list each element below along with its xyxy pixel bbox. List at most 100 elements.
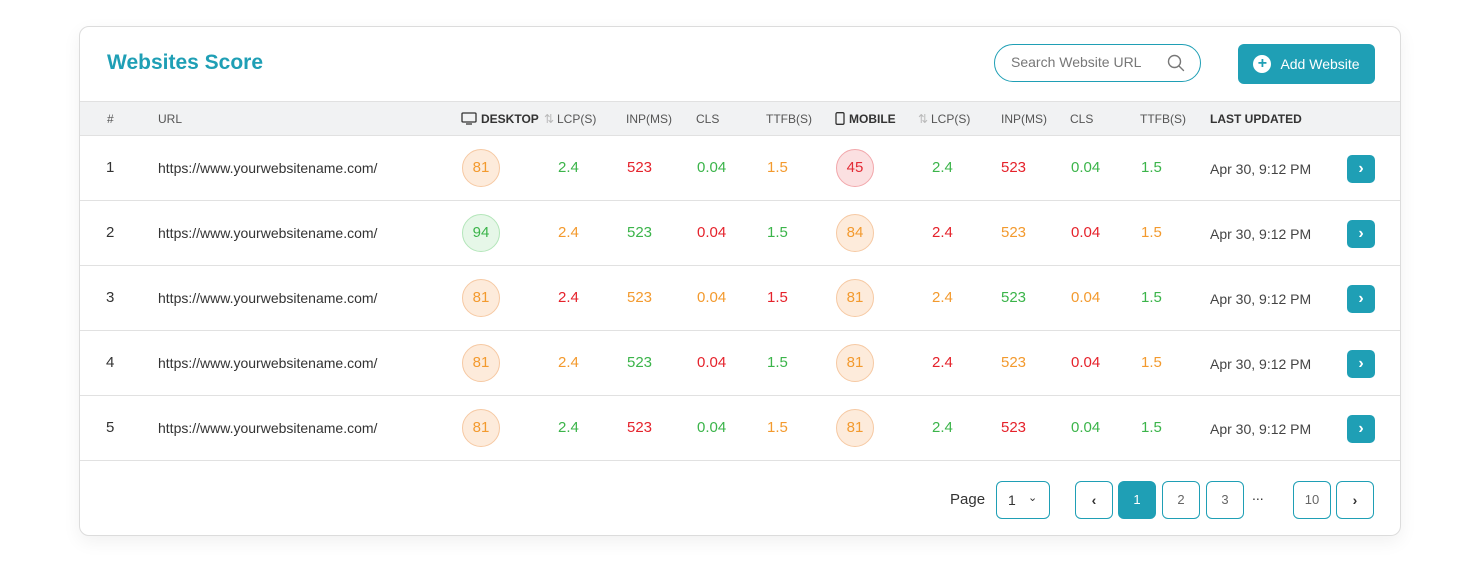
card-header: Websites Score + Add Website bbox=[80, 27, 1400, 101]
desktop-score-badge: 81 bbox=[462, 149, 500, 187]
mobile-ttfb: 1.5 bbox=[1141, 159, 1162, 176]
desktop-inp: 523 bbox=[627, 289, 653, 306]
mobile-score-badge: 81 bbox=[836, 409, 874, 447]
row-number: 5 bbox=[106, 419, 115, 436]
col-mobile-label: MOBILE bbox=[849, 112, 896, 126]
mobile-cls: 0.04 bbox=[1071, 159, 1101, 176]
desktop-inp: 523 bbox=[627, 224, 653, 241]
table-row[interactable]: 4 https://www.yourwebsitename.com/ 81 2.… bbox=[80, 331, 1400, 396]
col-mobile-inp: INP(MS) bbox=[1001, 112, 1047, 126]
search-icon[interactable] bbox=[1167, 54, 1185, 72]
row-number: 3 bbox=[106, 289, 115, 306]
last-updated: Apr 30, 9:12 PM bbox=[1210, 226, 1312, 242]
table-row[interactable]: 5 https://www.yourwebsitename.com/ 81 2.… bbox=[80, 396, 1400, 461]
sort-icon[interactable]: ⇅ bbox=[544, 112, 555, 126]
view-details-button[interactable]: › bbox=[1347, 285, 1375, 313]
mobile-lcp: 2.4 bbox=[932, 354, 953, 371]
mobile-ttfb: 1.5 bbox=[1141, 289, 1162, 306]
view-details-button[interactable]: › bbox=[1347, 415, 1375, 443]
table-row[interactable]: 3 https://www.yourwebsitename.com/ 81 2.… bbox=[80, 266, 1400, 331]
col-desktop-inp: INP(MS) bbox=[626, 112, 672, 126]
desktop-score-badge: 81 bbox=[462, 409, 500, 447]
plus-circle-icon: + bbox=[1253, 55, 1272, 73]
website-url: https://www.yourwebsitename.com/ bbox=[158, 225, 378, 241]
desktop-lcp: 2.4 bbox=[558, 419, 579, 436]
desktop-ttfb: 1.5 bbox=[767, 354, 788, 371]
desktop-cls: 0.04 bbox=[697, 159, 727, 176]
chevron-right-icon: › bbox=[1352, 492, 1358, 508]
desktop-inp: 523 bbox=[627, 159, 653, 176]
mobile-score-badge: 45 bbox=[836, 149, 874, 187]
last-updated: Apr 30, 9:12 PM bbox=[1210, 421, 1312, 437]
desktop-icon bbox=[461, 112, 477, 125]
desktop-inp: 523 bbox=[627, 354, 653, 371]
search-box[interactable] bbox=[994, 44, 1201, 82]
table-row[interactable]: 1 https://www.yourwebsitename.com/ 81 2.… bbox=[80, 136, 1400, 201]
desktop-lcp: 2.4 bbox=[558, 289, 579, 306]
chevron-down-icon: ⌄ bbox=[1028, 492, 1038, 504]
page-title: Websites Score bbox=[107, 51, 264, 74]
page-label: Page bbox=[950, 491, 986, 508]
mobile-inp: 523 bbox=[1001, 224, 1027, 241]
mobile-cls: 0.04 bbox=[1071, 419, 1101, 436]
add-website-label: Add Website bbox=[1280, 56, 1360, 72]
mobile-cls: 0.04 bbox=[1071, 354, 1101, 371]
desktop-cls: 0.04 bbox=[697, 224, 727, 241]
search-input[interactable] bbox=[1011, 54, 1161, 70]
col-desktop-lcp: LCP(S) bbox=[557, 112, 597, 126]
last-updated: Apr 30, 9:12 PM bbox=[1210, 161, 1312, 177]
websites-score-card: Websites Score + Add Website # URL DESKT… bbox=[79, 26, 1401, 536]
table-row[interactable]: 2 https://www.yourwebsitename.com/ 94 2.… bbox=[80, 201, 1400, 266]
desktop-ttfb: 1.5 bbox=[767, 419, 788, 436]
mobile-icon bbox=[835, 112, 845, 125]
page-select[interactable]: 1 ⌄ bbox=[996, 481, 1050, 519]
add-website-button[interactable]: + Add Website bbox=[1238, 44, 1375, 84]
mobile-cls: 0.04 bbox=[1071, 289, 1101, 306]
row-number: 1 bbox=[106, 159, 115, 176]
col-desktop[interactable]: DESKTOP bbox=[461, 112, 539, 126]
mobile-inp: 523 bbox=[1001, 354, 1027, 371]
desktop-lcp: 2.4 bbox=[558, 354, 579, 371]
pagination: Page 1 ⌄ ‹ 1 2 3 ... 10 › bbox=[80, 461, 1400, 535]
desktop-ttfb: 1.5 bbox=[767, 159, 788, 176]
desktop-score-badge: 94 bbox=[462, 214, 500, 252]
website-url: https://www.yourwebsitename.com/ bbox=[158, 160, 378, 176]
col-mobile-ttfb: TTFB(S) bbox=[1140, 112, 1186, 126]
pagination-ellipsis: ... bbox=[1252, 487, 1264, 503]
website-url: https://www.yourwebsitename.com/ bbox=[158, 290, 378, 306]
page-button-3[interactable]: 3 bbox=[1206, 481, 1244, 519]
desktop-ttfb: 1.5 bbox=[767, 224, 788, 241]
col-mobile[interactable]: MOBILE bbox=[835, 112, 896, 126]
mobile-inp: 523 bbox=[1001, 159, 1027, 176]
col-desktop-cls: CLS bbox=[696, 112, 720, 126]
row-number: 2 bbox=[106, 224, 115, 241]
page-button-2[interactable]: 2 bbox=[1162, 481, 1200, 519]
website-url: https://www.yourwebsitename.com/ bbox=[158, 420, 378, 436]
last-updated: Apr 30, 9:12 PM bbox=[1210, 356, 1312, 372]
table-header: # URL DESKTOP ⇅ LCP(S) INP(MS) CLS TTFB(… bbox=[80, 101, 1400, 136]
desktop-score-badge: 81 bbox=[462, 279, 500, 317]
mobile-ttfb: 1.5 bbox=[1141, 224, 1162, 241]
mobile-score-badge: 81 bbox=[836, 344, 874, 382]
view-details-button[interactable]: › bbox=[1347, 350, 1375, 378]
mobile-lcp: 2.4 bbox=[932, 419, 953, 436]
col-number: # bbox=[107, 112, 114, 126]
view-details-button[interactable]: › bbox=[1347, 155, 1375, 183]
col-mobile-cls: CLS bbox=[1070, 112, 1094, 126]
desktop-lcp: 2.4 bbox=[558, 159, 579, 176]
website-url: https://www.yourwebsitename.com/ bbox=[158, 355, 378, 371]
mobile-lcp: 2.4 bbox=[932, 159, 953, 176]
mobile-ttfb: 1.5 bbox=[1141, 354, 1162, 371]
page-button-1[interactable]: 1 bbox=[1118, 481, 1156, 519]
page-button-10[interactable]: 10 bbox=[1293, 481, 1331, 519]
mobile-lcp: 2.4 bbox=[932, 224, 953, 241]
next-page-button[interactable]: › bbox=[1336, 481, 1374, 519]
desktop-inp: 523 bbox=[627, 419, 653, 436]
mobile-cls: 0.04 bbox=[1071, 224, 1101, 241]
page-select-value: 1 bbox=[1008, 492, 1016, 508]
mobile-inp: 523 bbox=[1001, 419, 1027, 436]
prev-page-button[interactable]: ‹ bbox=[1075, 481, 1113, 519]
view-details-button[interactable]: › bbox=[1347, 220, 1375, 248]
mobile-inp: 523 bbox=[1001, 289, 1027, 306]
sort-icon[interactable]: ⇅ bbox=[918, 112, 929, 126]
